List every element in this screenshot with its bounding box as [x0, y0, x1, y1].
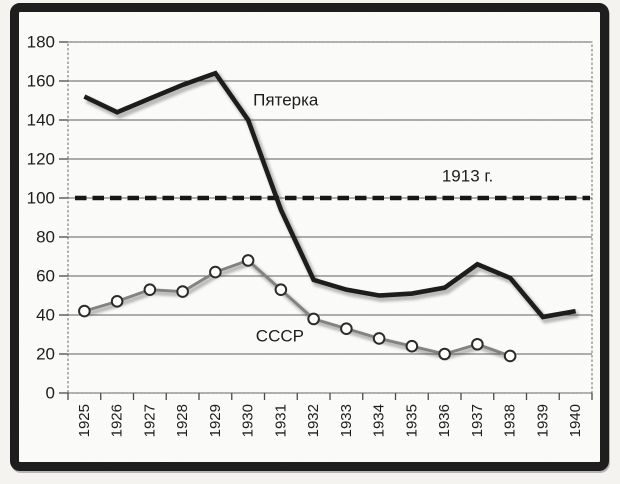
x-axis-tick-label: 1940: [567, 404, 584, 437]
data-point-marker: [110, 295, 124, 308]
x-axis-tick-label: 1934: [371, 404, 388, 437]
annotation-label-reference-line: 1913 г.: [442, 167, 493, 186]
data-point-marker: [176, 285, 189, 298]
x-axis-tick-label: 1937: [469, 404, 486, 437]
x-axis-tick-label: 1935: [403, 404, 420, 437]
data-point-marker: [274, 283, 288, 296]
annotation-label-series-pyaterka: Пятерка: [253, 91, 319, 110]
x-axis-tick-label: 1928: [174, 404, 191, 437]
data-point-marker: [438, 347, 451, 361]
data-point-marker: [307, 312, 320, 326]
x-axis-tick-label: 1930: [240, 404, 257, 437]
x-axis-tick-label: 1925: [76, 404, 93, 437]
x-axis-tick-label: 1932: [305, 404, 322, 437]
plot-area: 0 20 40 60 80 100 120 140 160 180 1925 1926 1927 1928…: [27, 33, 593, 437]
data-point-marker: [405, 339, 419, 353]
x-axis-tick-label: 1936: [436, 404, 453, 437]
plot-border: [67, 41, 593, 394]
x-axis-tick-label: 1927: [141, 404, 158, 437]
y-axis-tick-label: 140: [27, 111, 55, 130]
x-axis-tick-label: 1938: [502, 404, 519, 437]
data-point-marker: [503, 349, 517, 363]
data-point-marker: [209, 265, 222, 279]
y-axis-tick-label: 180: [27, 33, 55, 52]
series-line-pyaterka: [83, 70, 577, 320]
x-axis-tick-label: 1929: [207, 404, 224, 437]
data-point-marker: [340, 322, 353, 335]
scan-noise-texture: [12, 5, 608, 471]
y-axis-tick-label: 160: [27, 72, 55, 91]
x-axis-tick-label: 1931: [272, 404, 289, 437]
data-point-marker: [78, 304, 91, 318]
data-point-marker: [143, 283, 157, 296]
y-axis-tick-label: 80: [36, 228, 55, 247]
y-axis-tick-label: 0: [46, 384, 55, 403]
annotation-label-series-sssr: СССР: [256, 326, 304, 345]
x-axis-tick-label: 1926: [109, 404, 126, 437]
x-axis-tick-label: 1933: [338, 404, 355, 437]
data-point-marker: [471, 337, 484, 351]
y-axis-tick-label: 40: [36, 306, 55, 325]
y-axis-tick-label: 120: [27, 150, 55, 169]
data-point-marker: [241, 254, 255, 267]
x-axis-tick-label: 1939: [534, 404, 551, 437]
y-axis-tick-label: 60: [36, 267, 55, 286]
data-point-marker: [372, 332, 386, 345]
y-axis-tick-label: 20: [36, 345, 55, 364]
y-axis-tick-label: 100: [27, 189, 55, 208]
